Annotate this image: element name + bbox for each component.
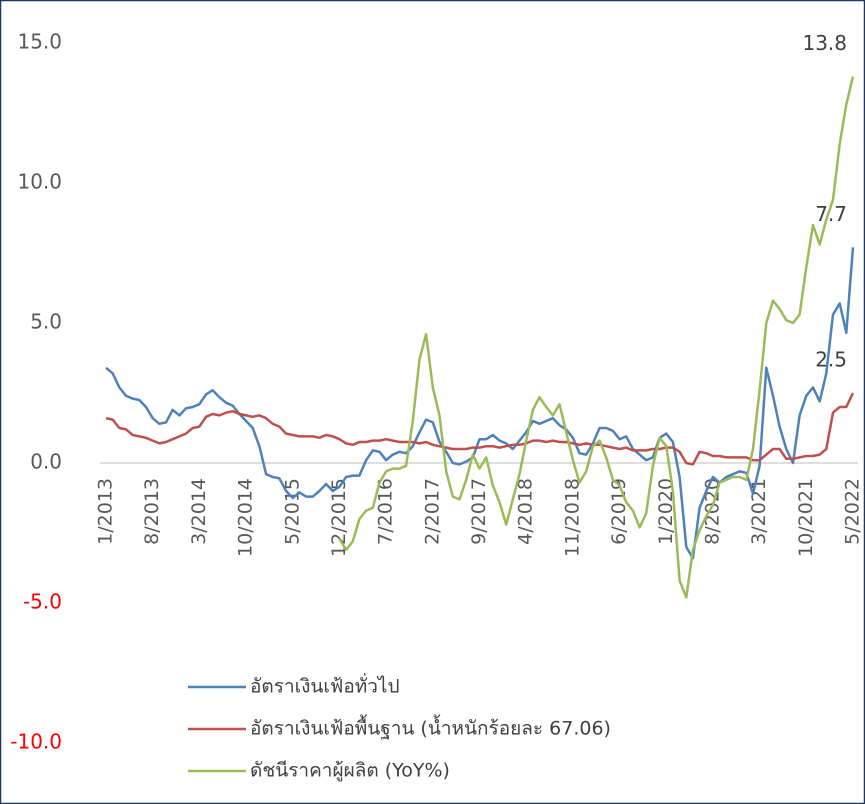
y-tick-label: 15.0 [17,30,62,54]
x-tick-label: 4/2018 [515,478,537,545]
y-tick-label: 0.0 [30,450,62,474]
line-series [105,392,855,466]
line-series [105,247,855,560]
x-tick-label: 8/2020 [701,478,723,545]
y-tick-label: 5.0 [30,310,62,334]
line-series [338,76,855,599]
x-tick-label: 10/2014 [235,478,257,557]
x-tick-label: 1/2013 [95,478,117,545]
y-tick-label: -10.0 [10,730,62,754]
end-label: 13.8 [802,31,847,55]
x-tick-label: 12/2015 [328,478,350,557]
legend-label: อัตราเงินเฟ้อพื้นฐาน (น้ำหนักร้อยละ 67.0… [250,715,611,740]
x-tick-label: 11/2018 [561,478,583,557]
x-tick-label: 5/2022 [842,478,864,545]
x-tick-label: 1/2020 [655,478,677,545]
x-tick-label: 10/2021 [795,478,817,557]
x-tick-label: 8/2013 [141,478,163,545]
x-tick-label: 3/2014 [188,478,210,545]
x-tick-label: 2/2017 [421,478,443,545]
x-tick-label: 9/2017 [468,478,490,545]
y-tick-label: -5.0 [23,590,62,614]
y-tick-label: 10.0 [17,170,62,194]
end-label: 2.5 [815,348,847,372]
legend-label: ดัชนีราคาผู้ผลิต (YoY%) [250,760,450,782]
x-tick-label: 7/2016 [375,478,397,545]
legend-label: อัตราเงินเฟ้อทั่วไป [250,673,400,698]
x-tick-label: 6/2019 [608,478,630,545]
